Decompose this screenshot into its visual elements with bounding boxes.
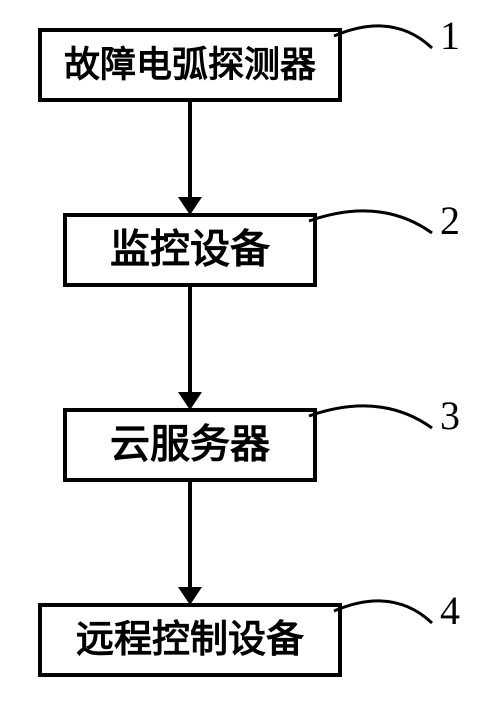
flow-node-label-1: 故障电弧探测器: [64, 44, 317, 85]
callout-leader-2: [309, 211, 432, 233]
flow-edge-arrowhead-2: [178, 392, 202, 410]
callout-number-1: 1: [440, 13, 460, 58]
callout-leader-4: [334, 601, 432, 623]
flow-node-label-3: 云服务器: [110, 423, 271, 467]
flow-node-label-2: 监控设备: [110, 228, 271, 272]
callout-leader-1: [334, 26, 432, 48]
flow-edge-arrowhead-1: [178, 197, 202, 215]
callout-number-2: 2: [440, 198, 460, 243]
flowchart: 故障电弧探测器监控设备云服务器远程控制设备 1 2 3 4: [0, 0, 500, 710]
callout-number-4: 4: [440, 588, 460, 633]
flow-edge-arrowhead-3: [178, 587, 202, 605]
callout-leader-3: [309, 406, 432, 428]
flow-node-label-4: 远程控制设备: [76, 619, 305, 661]
callout-number-3: 3: [440, 393, 460, 438]
